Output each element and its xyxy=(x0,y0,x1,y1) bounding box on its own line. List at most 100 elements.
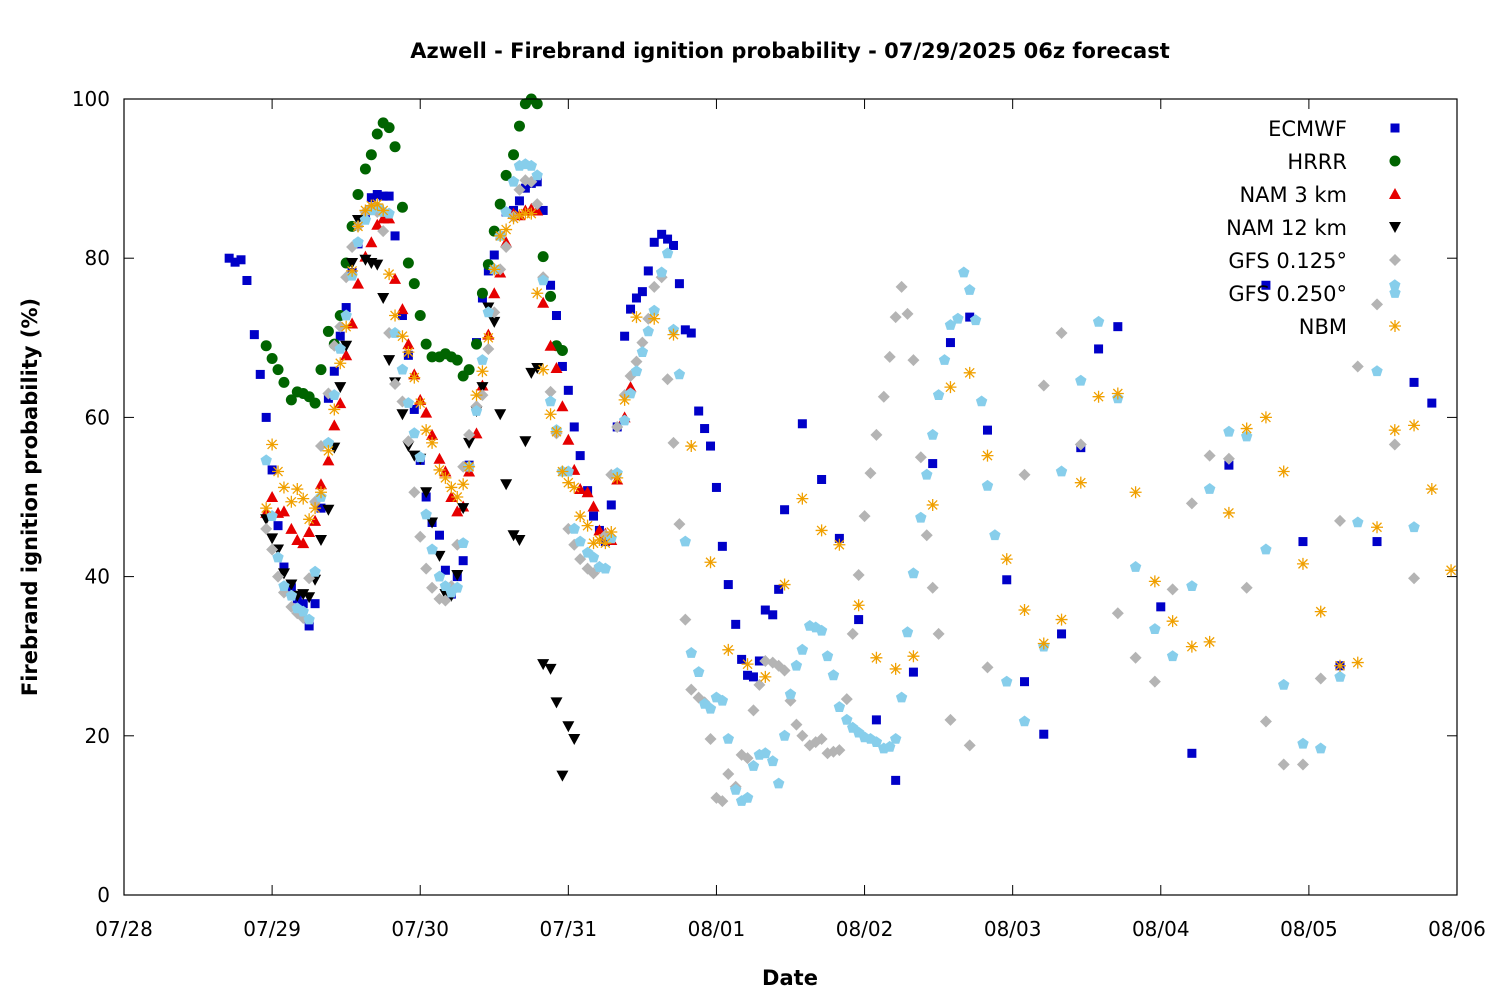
data-point xyxy=(694,406,704,416)
data-points xyxy=(224,93,1458,808)
data-point xyxy=(291,533,304,545)
data-point xyxy=(426,581,439,594)
data-point xyxy=(907,650,920,663)
data-point xyxy=(655,266,668,278)
legend-marker xyxy=(1390,123,1400,133)
data-point xyxy=(266,491,279,502)
data-point xyxy=(1000,553,1013,566)
data-point xyxy=(741,752,754,765)
data-point xyxy=(304,621,314,631)
data-point xyxy=(790,718,803,731)
data-point xyxy=(334,342,346,354)
data-point xyxy=(668,240,678,250)
data-point xyxy=(944,319,957,330)
data-point xyxy=(266,510,278,521)
data-point xyxy=(285,589,298,601)
data-point xyxy=(1408,521,1420,533)
data-point xyxy=(341,303,351,313)
data-point xyxy=(1166,650,1179,662)
data-point xyxy=(557,361,567,371)
data-point xyxy=(1166,615,1179,628)
legend-label: GFS 0.125° xyxy=(1228,249,1347,273)
data-point xyxy=(346,257,359,269)
data-point xyxy=(587,537,600,550)
data-point xyxy=(500,241,513,254)
data-point xyxy=(266,352,278,364)
data-point xyxy=(1408,419,1421,432)
data-point xyxy=(544,339,557,351)
data-point xyxy=(278,580,290,591)
data-point xyxy=(267,465,277,475)
data-point xyxy=(537,274,549,286)
data-point xyxy=(322,325,334,337)
data-point xyxy=(975,395,988,407)
data-point xyxy=(1388,424,1401,437)
data-point xyxy=(852,599,865,612)
data-point xyxy=(981,479,994,491)
data-point xyxy=(685,683,698,696)
data-point xyxy=(260,454,272,466)
data-point xyxy=(303,592,316,604)
data-point xyxy=(743,670,753,680)
data-point xyxy=(883,350,896,363)
data-point xyxy=(574,510,587,523)
data-point xyxy=(854,615,864,625)
legend-marker xyxy=(1389,254,1401,266)
series-nbm xyxy=(260,198,1458,683)
data-point xyxy=(508,149,520,161)
data-point xyxy=(285,394,297,406)
data-point xyxy=(242,275,252,285)
legend-label: NBM xyxy=(1299,315,1347,339)
legend-label: HRRR xyxy=(1287,150,1347,174)
data-point xyxy=(589,511,599,521)
data-point xyxy=(488,316,501,328)
data-point xyxy=(649,237,659,247)
data-point xyxy=(420,338,432,350)
data-point xyxy=(895,280,908,293)
data-point xyxy=(982,425,992,435)
data-point xyxy=(1113,322,1123,332)
data-point xyxy=(544,408,557,421)
data-point xyxy=(963,366,976,379)
data-point xyxy=(1185,640,1198,653)
data-point xyxy=(846,627,859,640)
data-point xyxy=(1002,575,1012,585)
data-point xyxy=(599,537,612,550)
data-point xyxy=(463,428,476,441)
data-point xyxy=(483,266,493,276)
data-point xyxy=(1277,758,1290,771)
data-point xyxy=(476,382,489,394)
data-point xyxy=(741,791,754,803)
x-tick-label: 07/29 xyxy=(243,917,301,941)
data-point xyxy=(780,505,790,515)
data-point xyxy=(1408,572,1421,585)
data-point xyxy=(297,537,310,549)
data-point xyxy=(513,183,526,196)
data-point xyxy=(402,257,414,269)
data-point xyxy=(833,744,846,757)
data-point xyxy=(266,533,279,545)
data-point xyxy=(685,647,697,658)
data-point xyxy=(631,293,641,303)
data-point xyxy=(488,263,501,276)
data-point xyxy=(556,465,569,478)
data-point xyxy=(643,266,653,276)
data-point xyxy=(768,610,778,620)
data-point xyxy=(599,562,612,574)
data-point xyxy=(482,331,495,344)
data-point xyxy=(507,212,520,225)
data-point xyxy=(1296,758,1309,771)
data-point xyxy=(587,551,600,563)
data-point xyxy=(606,500,616,510)
x-tick-label: 08/01 xyxy=(688,917,746,941)
data-point xyxy=(531,198,544,211)
data-point xyxy=(562,433,575,445)
data-point xyxy=(537,296,550,308)
data-point xyxy=(574,535,586,547)
data-point xyxy=(611,420,624,433)
data-point xyxy=(470,389,483,402)
data-point xyxy=(315,364,327,376)
y-tick-label: 40 xyxy=(85,565,110,589)
data-point xyxy=(1351,656,1364,669)
data-point xyxy=(833,538,846,551)
